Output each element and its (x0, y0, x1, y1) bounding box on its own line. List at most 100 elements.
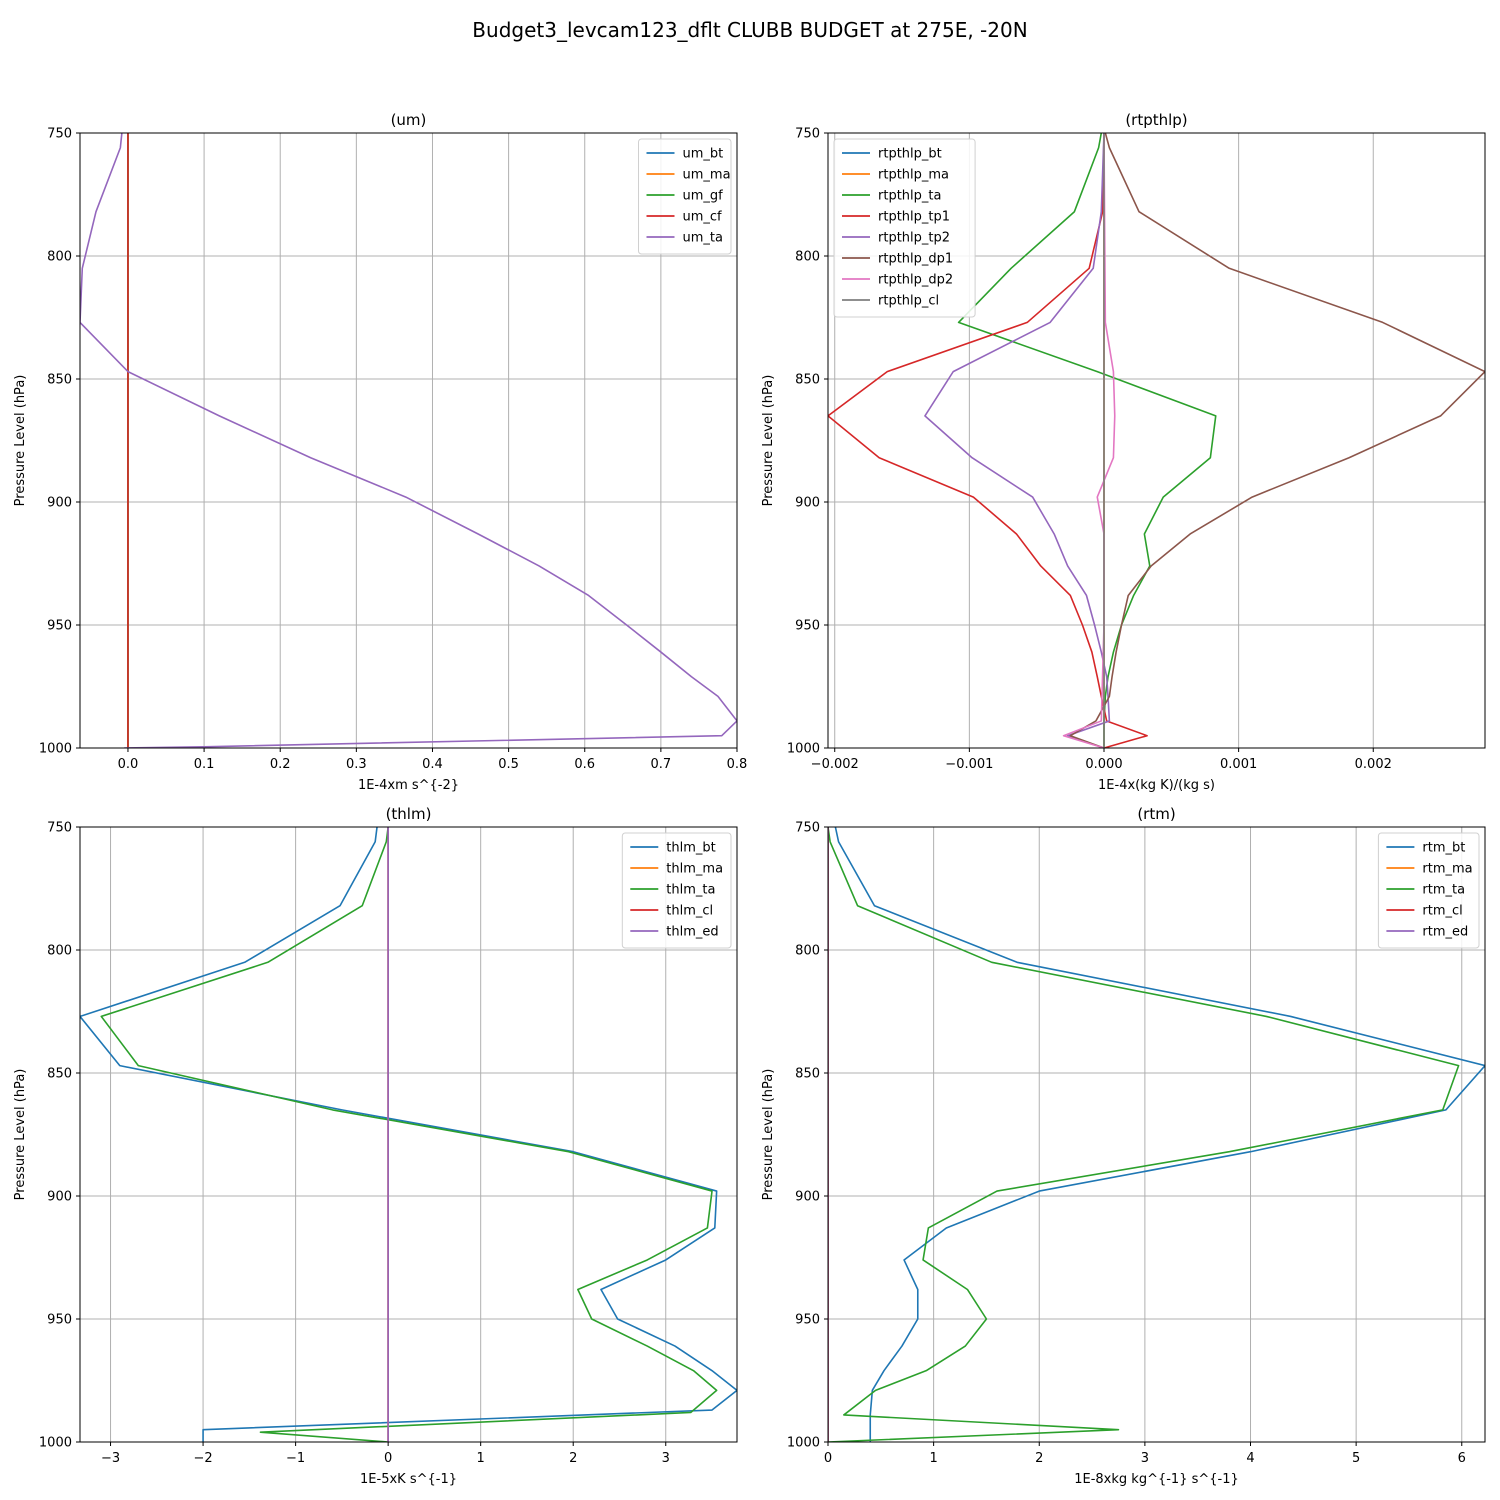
x-axis-label: 1E-4x(kg K)/(kg s) (1098, 778, 1215, 793)
x-tick-label: 0.7 (651, 757, 672, 772)
y-tick-label: 800 (795, 944, 820, 959)
x-axis-label: 1E-4xm s^{-2} (358, 778, 459, 793)
y-tick-label: 900 (47, 496, 72, 511)
x-tick-label: −1 (286, 1451, 305, 1466)
chart-panel-1: −0.002 −0.001 0.000 0.001 0.002 750 800 850 900 9… (761, 111, 1486, 793)
legend-label-rtpthlp_ma: rtpthlp_ma (878, 168, 949, 183)
y-tick-label: 1000 (39, 742, 72, 757)
y-tick-label: 800 (795, 250, 820, 265)
x-tick-label: −2 (193, 1451, 212, 1466)
x-tick-label: 0.4 (422, 757, 443, 772)
x-tick-label: 1 (929, 1451, 937, 1466)
y-tick-label: 1000 (39, 1436, 72, 1451)
y-tick-label: 750 (795, 821, 820, 836)
chart-panels: 0.0 0.1 0.2 0.3 0.4 0.5 0.6 0.7 0.8 750 800 850 900 9… (13, 111, 1486, 1487)
y-axis-label: Pressure Level (hPa) (761, 375, 776, 507)
series-group (80, 133, 737, 748)
series-line-thlm_bt (80, 827, 737, 1442)
x-tick-label: 0.000 (1085, 757, 1122, 772)
y-tick-label: 950 (47, 619, 72, 634)
series-group (828, 133, 1485, 748)
x-tick-label: 3 (662, 1451, 670, 1466)
x-tick-label: 0.0 (118, 757, 139, 772)
series-line-rtm_ta (828, 827, 1460, 1442)
x-tick-label: 0.2 (270, 757, 291, 772)
x-tick-label: 0.002 (1355, 757, 1392, 772)
legend-label-um_cf: um_cf (683, 210, 723, 225)
legend-box (1377, 832, 1480, 949)
x-tick-label: 0.6 (574, 757, 595, 772)
x-tick-label: 2 (1035, 1451, 1043, 1466)
x-tick-label: −3 (101, 1451, 120, 1466)
x-tick-label: 5 (1352, 1451, 1360, 1466)
series-line-thlm_ta (100, 827, 718, 1442)
legend-box (638, 138, 732, 255)
y-axis-label: Pressure Level (hPa) (13, 375, 28, 507)
chart-panel-2: −3 −2 −1 0 1 2 3 750 800 850 900 950 1000 (thlm) 1E-5x… (13, 805, 738, 1487)
y-tick-label: 1000 (787, 1436, 820, 1451)
legend: rtpthlp_bt rtpthlp_ma rtpthlp_ta rtpthlp_tp… (833, 138, 976, 318)
x-tick-label: 0.8 (727, 757, 748, 772)
legend-label-um_ma: um_ma (683, 168, 731, 183)
x-tick-label: 0 (824, 1451, 832, 1466)
chart-panel-0: 0.0 0.1 0.2 0.3 0.4 0.5 0.6 0.7 0.8 750 800 850 900 9… (13, 111, 747, 793)
x-tick-label: 3 (1141, 1451, 1149, 1466)
legend-label-rtm_bt: rtm_bt (1422, 841, 1465, 856)
series-line-rtpthlp_ta (957, 133, 1217, 748)
legend-label-rtm_cl: rtm_cl (1422, 904, 1462, 919)
panel-title: (thlm) (386, 805, 432, 823)
legend-label-rtpthlp_ta: rtpthlp_ta (878, 189, 941, 204)
legend-label-rtpthlp_tp1: rtpthlp_tp1 (878, 210, 950, 225)
series-line-rtpthlp_tp2 (924, 133, 1111, 748)
y-tick-label: 850 (795, 1067, 820, 1082)
legend-label-um_bt: um_bt (683, 147, 724, 162)
legend-label-thlm_cl: thlm_cl (666, 904, 713, 919)
y-tick-label: 1000 (787, 742, 820, 757)
legend-label-um_gf: um_gf (683, 189, 724, 204)
legend-label-thlm_bt: thlm_bt (666, 841, 715, 856)
legend-label-rtpthlp_dp1: rtpthlp_dp1 (878, 252, 953, 267)
x-tick-label: 0 (384, 1451, 392, 1466)
series-group (80, 827, 737, 1442)
legend: rtm_bt rtm_ma rtm_ta rtm_cl rtm_ed (1377, 832, 1480, 949)
x-tick-label: −0.002 (811, 757, 859, 772)
x-tick-label: 0.1 (194, 757, 215, 772)
legend-label-um_ta: um_ta (683, 231, 723, 246)
legend-label-rtm_ma: rtm_ma (1422, 862, 1472, 877)
legend-label-rtm_ta: rtm_ta (1422, 883, 1465, 898)
panel-title: (rtm) (1137, 805, 1175, 823)
y-tick-label: 750 (47, 821, 72, 836)
legend: um_bt um_ma um_gf um_cf um_ta (638, 138, 732, 255)
y-tick-label: 800 (47, 250, 72, 265)
series-line-rtpthlp_dp2 (1062, 133, 1116, 748)
plot-frame (79, 132, 738, 749)
x-axis-label: 1E-5xK s^{-1} (360, 1472, 457, 1487)
legend-box (833, 138, 976, 318)
plot-frame (827, 826, 1486, 1443)
y-tick-label: 850 (47, 1067, 72, 1082)
x-tick-label: 2 (569, 1451, 577, 1466)
x-tick-label: 1 (477, 1451, 485, 1466)
x-tick-label: −0.001 (945, 757, 993, 772)
y-tick-label: 900 (47, 1190, 72, 1205)
legend: thlm_bt thlm_ma thlm_ta thlm_cl thlm_ed (621, 832, 732, 949)
legend-label-thlm_ta: thlm_ta (666, 883, 715, 898)
x-axis-label: 1E-8xkg kg^{-1} s^{-1} (1074, 1472, 1239, 1487)
plot-frame (827, 132, 1486, 749)
y-tick-label: 950 (47, 1313, 72, 1328)
panel-title: (um) (391, 111, 427, 129)
legend-label-rtpthlp_tp2: rtpthlp_tp2 (878, 231, 950, 246)
series-line-um_ta (80, 133, 737, 748)
y-tick-label: 750 (47, 127, 72, 142)
plot-frame (79, 826, 738, 1443)
y-tick-label: 800 (47, 944, 72, 959)
y-tick-label: 850 (47, 373, 72, 388)
series-line-rtm_bt (834, 827, 1485, 1442)
legend-label-rtpthlp_dp2: rtpthlp_dp2 (878, 273, 953, 288)
series-group (828, 827, 1485, 1442)
legend-label-rtm_ed: rtm_ed (1422, 925, 1468, 940)
panel-title: (rtpthlp) (1125, 111, 1187, 129)
x-tick-label: 0.3 (346, 757, 367, 772)
y-axis-label: Pressure Level (hPa) (761, 1069, 776, 1201)
legend-label-rtpthlp_bt: rtpthlp_bt (878, 147, 942, 162)
